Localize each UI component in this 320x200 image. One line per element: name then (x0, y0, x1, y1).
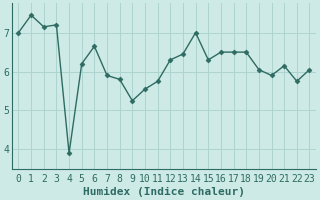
X-axis label: Humidex (Indice chaleur): Humidex (Indice chaleur) (83, 186, 245, 197)
